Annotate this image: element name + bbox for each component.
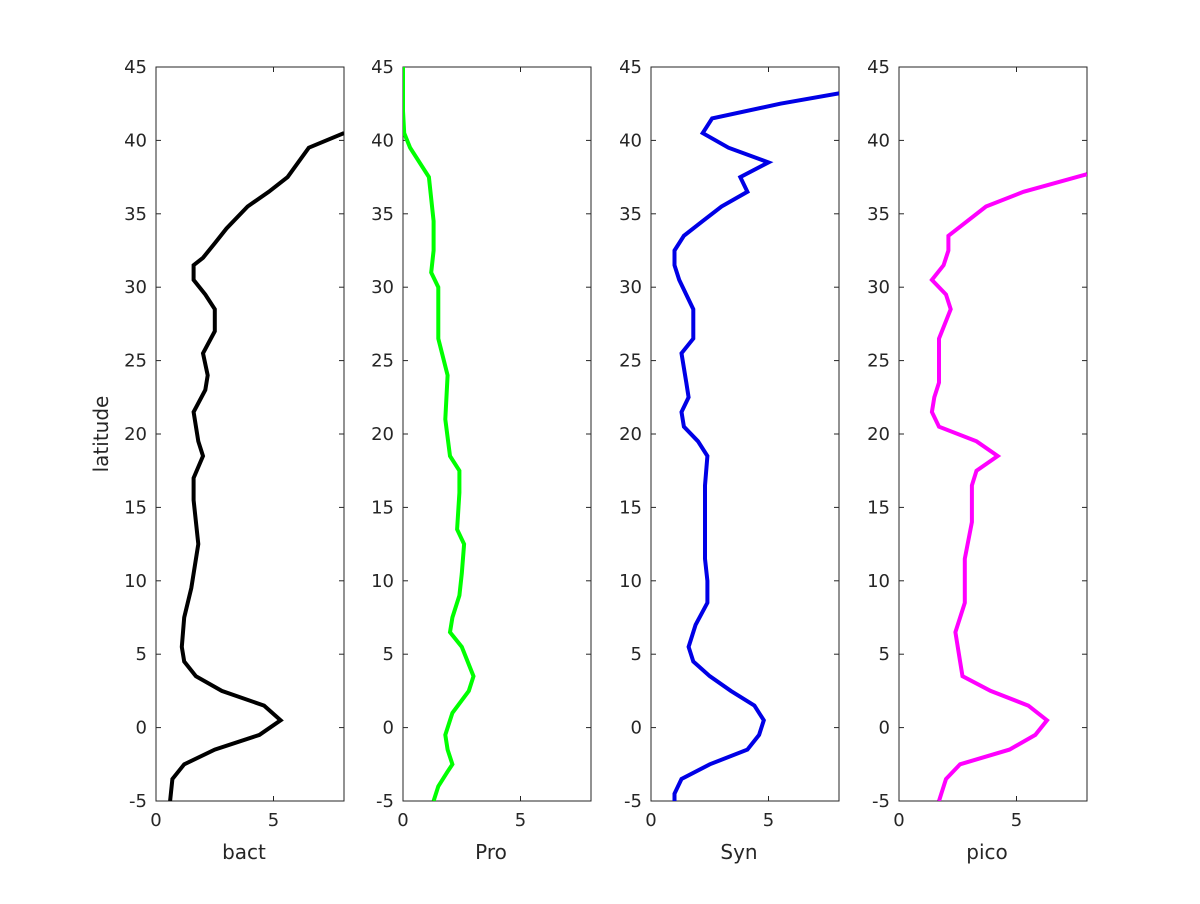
panel-3-ytick-label: 40 [619, 130, 642, 151]
panel-2-ytick-label: 40 [371, 130, 394, 151]
panel-4-ytick-label: 5 [879, 644, 890, 665]
panel-1-ytick-label: -5 [129, 791, 147, 812]
panel-2-ytick-label: 45 [371, 57, 394, 78]
panel-1-ytick-label: 45 [124, 57, 147, 78]
panel-2-ytick-label: 15 [371, 497, 394, 518]
panel-1-ytick-label: 10 [124, 571, 147, 592]
panel-1-ytick-label: 5 [136, 644, 147, 665]
panel-1-ytick-label: 25 [124, 351, 147, 372]
panel-1-ytick-label: 30 [124, 277, 147, 298]
panel-2-ytick-label: -5 [376, 791, 394, 812]
panel-3-ytick-label: 35 [619, 204, 642, 225]
panel-4-xlabel: pico [966, 840, 1007, 864]
panel-4-xtick-label: 5 [1011, 810, 1022, 831]
panel-4-ytick-label: 15 [867, 497, 890, 518]
panel-1-ytick-label: 40 [124, 130, 147, 151]
panel-1-xtick-label: 0 [150, 810, 161, 831]
panel-2-xtick-label: 5 [515, 810, 526, 831]
panel-4-ytick-label: -5 [872, 791, 890, 812]
panel-3-xlabel: Syn [720, 840, 757, 864]
panel-3-axes-box [650, 66, 840, 802]
panel-2-ytick-label: 25 [371, 351, 394, 372]
panel-3-series-line [672, 91, 839, 801]
panel-1-series-line [168, 131, 344, 801]
panel-2-ytick-label: 0 [383, 718, 394, 739]
panel-3-ytick-label: 30 [619, 277, 642, 298]
y-axis-label: latitude [89, 396, 113, 473]
panel-2-ytick-label: 30 [371, 277, 394, 298]
panel-3-ytick-label: -5 [624, 791, 642, 812]
panel-3-ytick-label: 15 [619, 497, 642, 518]
panel-2-ytick-label: 35 [371, 204, 394, 225]
panel-2-ytick-label: 20 [371, 424, 394, 445]
panel-1-ytick-label: 35 [124, 204, 147, 225]
panel-4-ytick-label: 25 [867, 351, 890, 372]
panel-4-ytick-label: 30 [867, 277, 890, 298]
panel-2-ytick-label: 5 [383, 644, 394, 665]
panel-1-ytick-label: 15 [124, 497, 147, 518]
panel-1-ytick-label: 0 [136, 718, 147, 739]
panel-4-ytick-label: 20 [867, 424, 890, 445]
panel-3-ytick-label: 10 [619, 571, 642, 592]
panel-2-xtick-label: 0 [397, 810, 408, 831]
panel-4-ytick-label: 0 [879, 718, 890, 739]
panel-3-xtick-label: 0 [645, 810, 656, 831]
panel-1-ytick-label: 20 [124, 424, 147, 445]
panel-4-ytick-label: 10 [867, 571, 890, 592]
panel-3-xtick-label: 5 [763, 810, 774, 831]
panel-3-ytick-label: 0 [631, 718, 642, 739]
panel-4-ytick-label: 45 [867, 57, 890, 78]
panel-3-ytick-label: 25 [619, 351, 642, 372]
panel-1-axes-box [155, 66, 345, 802]
panel-4-xtick-label: 0 [893, 810, 904, 831]
panel-1-xtick-label: 5 [268, 810, 279, 831]
panel-4-ytick-label: 40 [867, 130, 890, 151]
panel-2-ytick-label: 10 [371, 571, 394, 592]
panel-2-xlabel: Pro [475, 840, 507, 864]
panel-4-ytick-label: 35 [867, 204, 890, 225]
panel-2-axes-box [402, 66, 592, 802]
panel-4-series-line [929, 172, 1087, 801]
panel-1-xlabel: bact [222, 840, 266, 864]
panel-3-ytick-label: 45 [619, 57, 642, 78]
panel-3-ytick-label: 5 [631, 644, 642, 665]
panel-2-series-line [403, 67, 476, 801]
panel-3-ytick-label: 20 [619, 424, 642, 445]
